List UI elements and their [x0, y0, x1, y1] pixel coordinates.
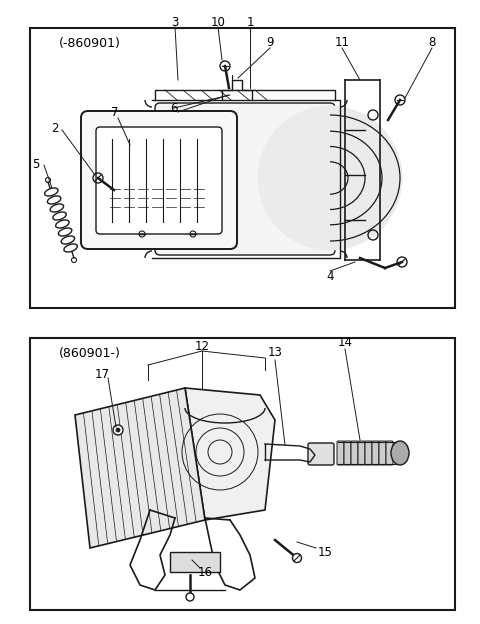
Bar: [30, 338, 455, 610]
FancyBboxPatch shape: [96, 127, 222, 234]
FancyBboxPatch shape: [386, 441, 393, 465]
FancyBboxPatch shape: [372, 441, 379, 465]
FancyBboxPatch shape: [155, 103, 335, 255]
Text: 2: 2: [51, 122, 59, 135]
Circle shape: [113, 425, 123, 435]
Text: 6: 6: [170, 102, 178, 114]
FancyBboxPatch shape: [337, 441, 344, 465]
Ellipse shape: [391, 441, 409, 465]
FancyBboxPatch shape: [351, 441, 358, 465]
FancyBboxPatch shape: [308, 443, 334, 465]
Text: 13: 13: [267, 346, 282, 359]
Text: 9: 9: [266, 36, 274, 49]
Text: 11: 11: [335, 36, 349, 49]
FancyBboxPatch shape: [365, 441, 372, 465]
Polygon shape: [185, 388, 275, 520]
Text: (-860901): (-860901): [59, 37, 121, 51]
Text: (860901-): (860901-): [59, 348, 121, 361]
Text: 16: 16: [197, 567, 213, 580]
Text: 12: 12: [194, 339, 209, 353]
Text: 14: 14: [337, 336, 352, 349]
Text: 1: 1: [246, 16, 254, 29]
Text: 17: 17: [95, 368, 109, 381]
Circle shape: [186, 593, 194, 601]
Text: 7: 7: [111, 105, 119, 119]
Bar: [170, 552, 220, 572]
Text: 5: 5: [32, 158, 40, 172]
Text: 4: 4: [326, 270, 334, 283]
Text: 10: 10: [211, 16, 226, 29]
FancyBboxPatch shape: [379, 441, 386, 465]
Text: 3: 3: [171, 16, 179, 29]
Text: 15: 15: [318, 547, 333, 560]
FancyBboxPatch shape: [81, 111, 237, 249]
FancyBboxPatch shape: [358, 441, 365, 465]
FancyBboxPatch shape: [344, 441, 351, 465]
Text: 8: 8: [428, 36, 436, 49]
Circle shape: [116, 428, 120, 432]
Bar: [30, 28, 455, 308]
Circle shape: [292, 553, 301, 562]
Polygon shape: [75, 388, 205, 548]
Ellipse shape: [257, 105, 403, 250]
